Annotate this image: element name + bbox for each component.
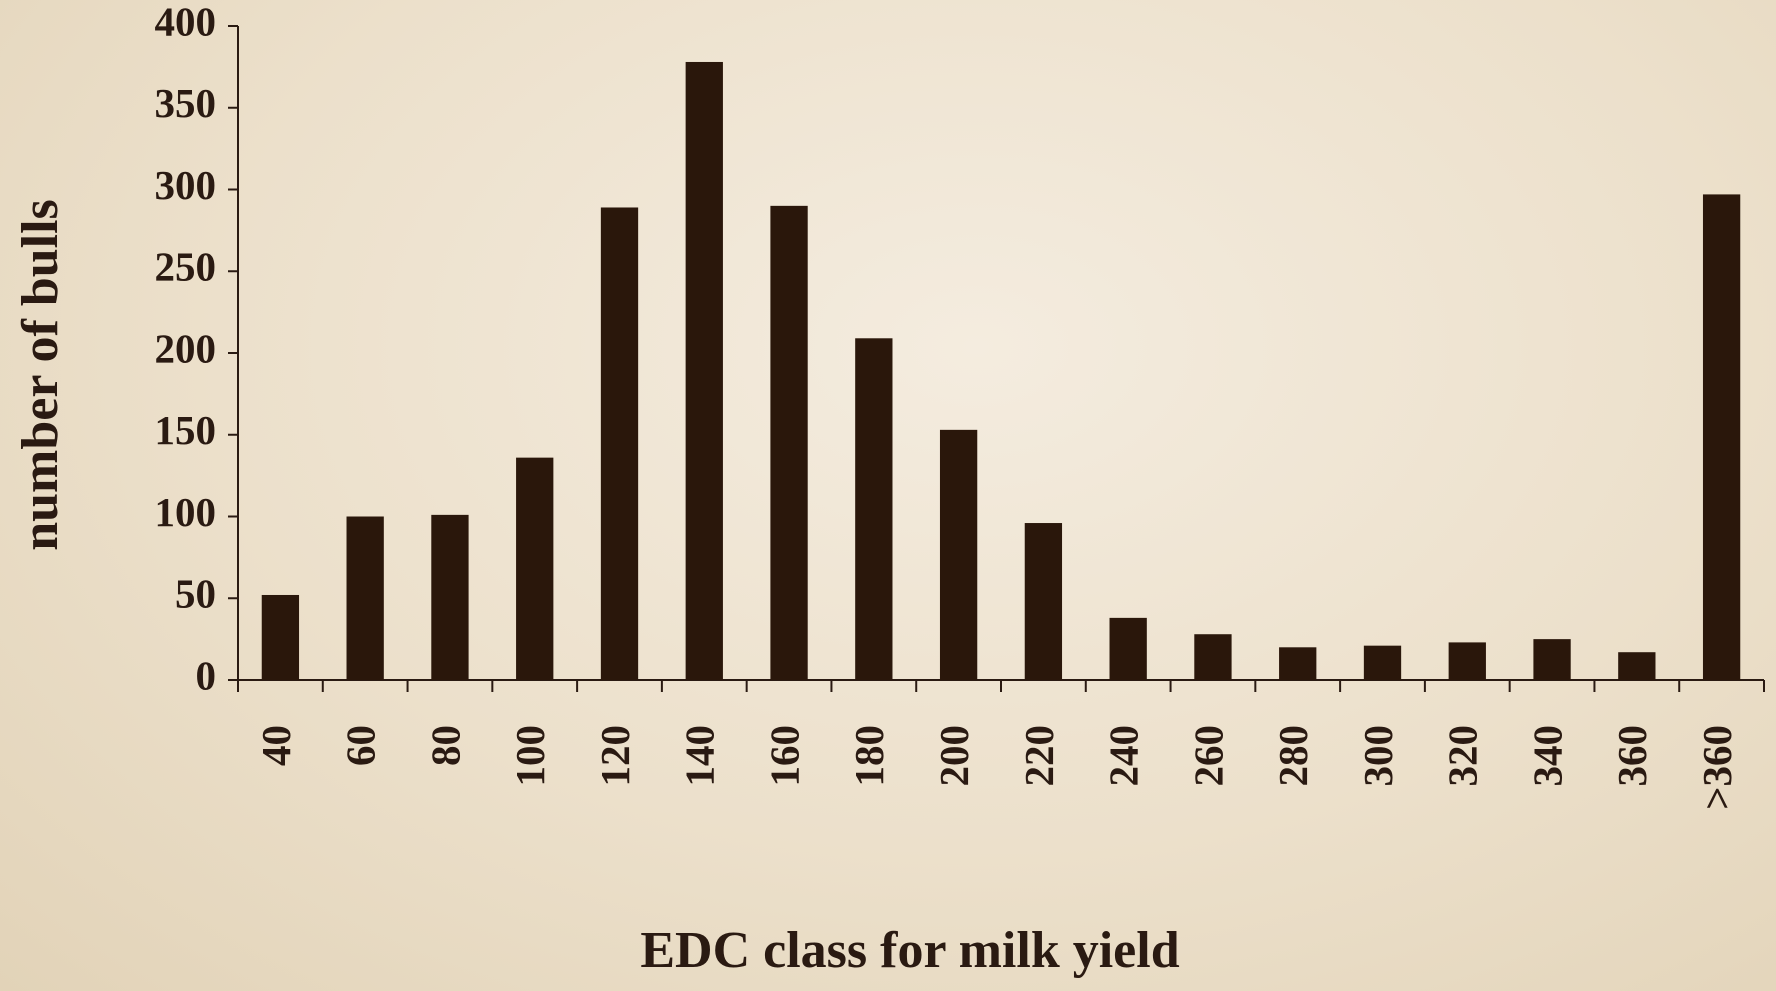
y-tick-label: 200 [155, 325, 217, 371]
x-tick-label: 300 [1355, 725, 1401, 787]
x-tick-label: 280 [1270, 725, 1316, 787]
bar [685, 61, 723, 681]
y-tick-label: 300 [155, 162, 217, 208]
y-tick-label: 100 [155, 489, 217, 535]
x-tick-label: 60 [338, 725, 384, 766]
x-tick-label: 340 [1524, 725, 1570, 787]
y-tick-label: 250 [155, 244, 217, 290]
x-tick-label: 140 [677, 725, 723, 787]
bar [770, 205, 808, 680]
x-tick-label: 320 [1440, 725, 1486, 787]
bar [855, 338, 893, 680]
bar [1279, 647, 1317, 680]
bar [1363, 645, 1402, 680]
y-tick-label: 350 [155, 80, 217, 126]
x-tick-label: 160 [761, 725, 807, 787]
x-axis-title: EDC class for milk yield [640, 922, 1179, 979]
bar [516, 457, 554, 680]
x-tick-label: 260 [1185, 725, 1231, 787]
bar [1448, 642, 1486, 680]
y-tick-label: 400 [155, 0, 217, 44]
y-tick-label: 50 [175, 571, 216, 617]
x-tick-label: 120 [592, 725, 638, 787]
x-tick-label: 40 [253, 725, 299, 766]
x-tick-label: 100 [507, 725, 553, 787]
bar [600, 207, 639, 681]
bar [939, 429, 978, 680]
x-tick-label: 240 [1101, 725, 1147, 787]
y-axis-title: number of bulls [12, 199, 69, 551]
y-tick-label: 150 [155, 407, 217, 453]
x-tick-label: >360 [1694, 725, 1740, 810]
x-tick-label: 220 [1016, 725, 1062, 787]
x-tick-label: 200 [931, 725, 977, 787]
bar [1702, 194, 1741, 680]
bar [1109, 617, 1147, 680]
x-tick-label: 360 [1609, 725, 1655, 787]
bar [261, 594, 300, 680]
y-tick-label: 0 [196, 652, 217, 698]
bar [346, 516, 384, 680]
bar [431, 514, 469, 680]
bar [1533, 639, 1571, 680]
x-tick-label: 180 [846, 725, 892, 787]
bar [1024, 523, 1063, 680]
x-tick-label: 80 [422, 725, 468, 766]
bar [1618, 652, 1656, 680]
bar [1194, 634, 1232, 680]
